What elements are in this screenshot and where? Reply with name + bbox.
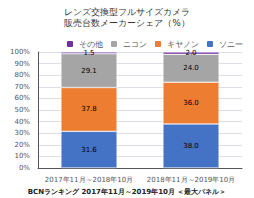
svg-text:BCNランキング 2017年11月～2019年10月 ＜最大: BCNランキング 2017年11月～2019年10月 ＜最大パネル＞ xyxy=(28,188,227,196)
svg-text:24.0: 24.0 xyxy=(183,64,199,72)
svg-text:50%: 50% xyxy=(14,106,30,114)
svg-text:キヤノン: キヤノン xyxy=(167,40,199,49)
svg-text:10%: 10% xyxy=(14,152,30,160)
svg-text:20%: 20% xyxy=(14,141,30,149)
svg-text:40%: 40% xyxy=(14,118,30,126)
svg-text:レンズ交換型フルサイズカメラ: レンズ交換型フルサイズカメラ xyxy=(64,7,190,17)
svg-text:販売台数メーカーシェア（%）: 販売台数メーカーシェア（%） xyxy=(64,18,190,28)
svg-text:90%: 90% xyxy=(14,60,30,68)
svg-text:その他: その他 xyxy=(79,40,103,49)
svg-text:2.0: 2.0 xyxy=(185,49,196,57)
svg-text:2017年11月～2018年10月: 2017年11月～2018年10月 xyxy=(45,176,133,184)
svg-text:38.0: 38.0 xyxy=(183,142,199,150)
svg-text:29.1: 29.1 xyxy=(81,67,97,75)
svg-text:36.0: 36.0 xyxy=(183,99,199,107)
svg-text:ニコン: ニコン xyxy=(123,40,147,49)
svg-text:30%: 30% xyxy=(14,129,30,137)
svg-text:2018年11月～2019年10月: 2018年11月～2019年10月 xyxy=(147,176,235,184)
svg-text:60%: 60% xyxy=(14,94,30,102)
svg-text:0%: 0% xyxy=(19,164,30,172)
svg-text:37.8: 37.8 xyxy=(81,105,97,113)
svg-text:ソニー: ソニー xyxy=(219,40,243,49)
svg-text:1.5: 1.5 xyxy=(83,49,94,57)
svg-text:70%: 70% xyxy=(14,83,30,91)
svg-text:80%: 80% xyxy=(14,71,30,79)
svg-text:31.6: 31.6 xyxy=(81,146,97,154)
svg-text:100%: 100% xyxy=(10,48,30,56)
